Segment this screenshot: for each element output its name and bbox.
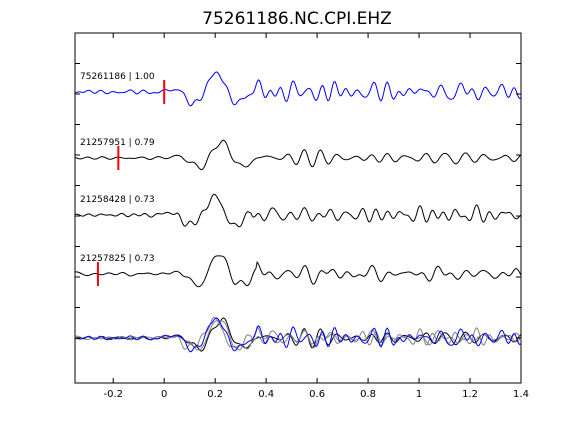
stack-trace-2 (74, 320, 522, 351)
stack-trace-3 (74, 317, 522, 353)
x-tick-label-4: 0.6 (309, 389, 325, 400)
trace-0 (74, 71, 522, 107)
plot-frame (74, 32, 522, 384)
x-tick-label-7: 1.2 (462, 389, 478, 400)
trace-3 (74, 255, 522, 288)
x-tick-label-5: 0.8 (360, 389, 376, 400)
trace-2 (74, 193, 522, 228)
ticks-layer: -0.2 0 0.2 0.4 0.6 0.8 1 1.2 1.4 (75, 33, 529, 400)
x-tick-label-2: 0.2 (207, 389, 223, 400)
traces-layer: 75261186 | 1.00 21257951 | 0.79 21258428 |… (74, 71, 522, 353)
stack-trace-1 (74, 316, 522, 351)
trace-label-0: 75261186 | 1.00 (80, 72, 155, 82)
x-tick-label-8: 1.4 (513, 389, 529, 400)
x-tick-label-1: 0 (161, 389, 167, 400)
trace-label-2: 21258428 | 0.73 (80, 195, 155, 205)
stack-trace-0 (74, 317, 522, 352)
chart-title: 75261186.NC.CPI.EHZ (202, 9, 392, 29)
trace-label-3: 21257825 | 0.73 (80, 254, 155, 264)
trace-label-1: 21257951 | 0.79 (80, 138, 155, 148)
x-tick-label-6: 1 (416, 389, 422, 400)
x-tick-label-0: -0.2 (103, 389, 123, 400)
x-tick-label-3: 0.4 (258, 389, 274, 400)
trace-1 (74, 139, 522, 171)
